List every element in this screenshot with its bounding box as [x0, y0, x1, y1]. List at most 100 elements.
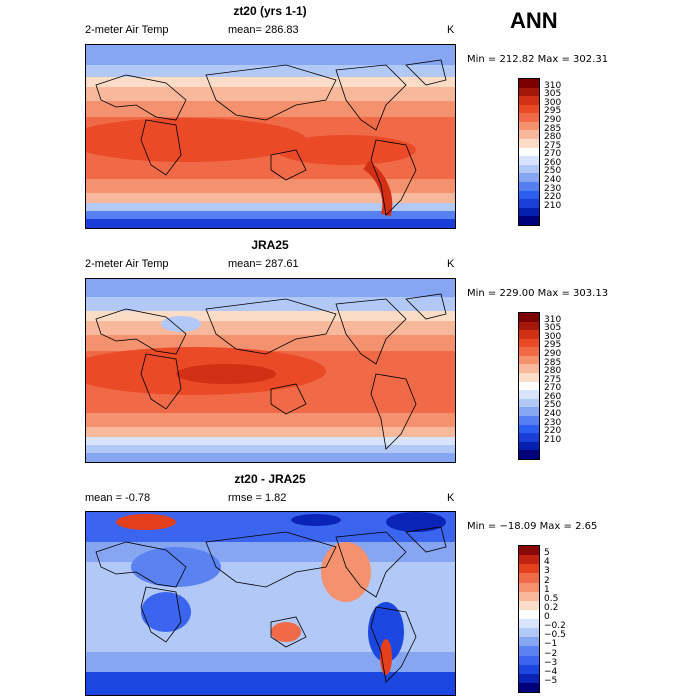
colorbar-tick-label: 305: [544, 89, 562, 100]
colorbar-segment: [519, 181, 539, 191]
colorbar-tick-label: −1: [544, 639, 558, 650]
colorbar-tick-label: 240: [544, 175, 562, 186]
colorbar-segment: [519, 373, 539, 382]
colorbar-segment: [519, 130, 539, 140]
mean-label: mean= 287.61: [228, 258, 299, 270]
colorbar-segment: [519, 591, 539, 601]
colorbar-segment: [519, 87, 539, 97]
panel-title: JRA25: [251, 238, 289, 252]
colorbar-segment: [519, 573, 539, 583]
colorbar-tick-label: 5: [544, 548, 550, 559]
colorbar-tick-label: 285: [544, 123, 562, 134]
colorbar-tick-label: 295: [544, 340, 562, 351]
range-label: Min = 229.00 Max = 303.13: [467, 288, 609, 299]
colorbar-tick-label: 300: [544, 97, 562, 108]
colorbar-tick-label: 1: [544, 584, 550, 595]
colorbar-segment: [519, 338, 539, 348]
colorbar-tick-label: 0.5: [544, 593, 559, 604]
colorbar-segment: [519, 330, 539, 339]
colorbar-segment: [519, 139, 539, 148]
colorbar-segment: [519, 619, 539, 629]
colorbar-segment: [519, 147, 539, 157]
colorbar-segment: [519, 199, 539, 208]
colorbar-tick-label: 270: [544, 149, 562, 160]
colorbar-tick-label: 270: [544, 383, 562, 394]
colorbar-segment: [519, 390, 539, 399]
colorbar-segment: [519, 450, 539, 459]
colorbar-segment: [519, 79, 539, 88]
colorbar-segment: [519, 121, 539, 131]
units-label: K: [447, 24, 455, 36]
colorbar-tick-label: 305: [544, 323, 562, 334]
colorbar-tick-label: −2: [544, 648, 558, 659]
colorbar-tick-label: 230: [544, 417, 562, 428]
colorbar-tick-label: 310: [544, 314, 562, 325]
colorbar-tick-label: 260: [544, 157, 562, 168]
colorbar-segment: [519, 364, 539, 374]
colorbar-segment: [519, 381, 539, 391]
range-label: Min = 212.82 Max = 302.31: [467, 54, 609, 65]
colorbar-tick-label: 250: [544, 400, 562, 411]
colorbar-segment: [519, 424, 539, 434]
season-title: ANN: [510, 8, 558, 33]
colorbar-segment: [519, 582, 539, 592]
colorbar: [518, 78, 540, 226]
colorbar-tick-label: −0.2: [544, 621, 566, 632]
colorbar-tick-label: 275: [544, 140, 562, 151]
colorbar-segment: [519, 415, 539, 425]
colorbar-segment: [519, 216, 539, 225]
variable-label: 2-meter Air Temp: [85, 24, 169, 36]
colorbar-segment: [519, 628, 539, 638]
mean-diff-label: mean = -0.78: [85, 492, 151, 504]
units-label: K: [447, 258, 455, 270]
difference-map: [85, 511, 456, 696]
colorbar-segment: [519, 173, 539, 182]
colorbar-segment: [519, 646, 539, 656]
variable-label: 2-meter Air Temp: [85, 258, 169, 270]
mean-label: mean= 286.83: [228, 24, 299, 36]
colorbar-tick-label: 295: [544, 106, 562, 117]
colorbar-tick-label: 285: [544, 357, 562, 368]
colorbar-tick-label: 210: [544, 200, 562, 211]
colorbar-tick-label: 290: [544, 348, 562, 359]
colorbar-tick-label: 3: [544, 566, 550, 577]
colorbar-segment: [519, 407, 539, 416]
colorbar-tick-label: 290: [544, 114, 562, 125]
colorbar-tick-label: 2: [544, 575, 550, 586]
colorbar-segment: [519, 564, 539, 574]
colorbar-segment: [519, 555, 539, 565]
colorbar-segment: [519, 313, 539, 322]
colorbar-segment: [519, 164, 539, 174]
colorbar-segment: [519, 664, 539, 674]
colorbar-segment: [519, 355, 539, 365]
colorbar-tick-label: 240: [544, 409, 562, 420]
colorbar-segment: [519, 609, 539, 619]
colorbar-segment: [519, 398, 539, 408]
colorbar-segment: [519, 113, 539, 122]
colorbar: [518, 312, 540, 460]
colorbar-tick-label: −5: [544, 675, 558, 686]
colorbar-segment: [519, 156, 539, 165]
colorbar-tick-label: 220: [544, 426, 562, 437]
colorbar-segment: [519, 96, 539, 105]
colorbar-segment: [519, 347, 539, 356]
colorbar-tick-label: −4: [544, 666, 558, 677]
colorbar-tick-label: 220: [544, 192, 562, 203]
colorbar-segment: [519, 207, 539, 217]
colorbar-segment: [519, 433, 539, 442]
range-label: Min = −18.09 Max = 2.65: [467, 521, 598, 532]
colorbar-segment: [519, 441, 539, 451]
colorbar-tick-label: −3: [544, 657, 558, 668]
panel-title: zt20 (yrs 1-1): [233, 4, 307, 18]
colorbar-tick-label: 210: [544, 434, 562, 445]
colorbar-segment: [519, 104, 539, 114]
colorbar-tick-label: 260: [544, 391, 562, 402]
colorbar-tick-label: 300: [544, 331, 562, 342]
rmse-label: rmse = 1.82: [228, 492, 287, 504]
colorbar-segment: [519, 600, 539, 610]
colorbar-tick-label: 275: [544, 374, 562, 385]
units-label: K: [447, 492, 455, 504]
panel-title: zt20 - JRA25: [234, 472, 306, 486]
colorbar-tick-label: 0.2: [544, 602, 559, 613]
colorbar-segment: [519, 673, 539, 683]
